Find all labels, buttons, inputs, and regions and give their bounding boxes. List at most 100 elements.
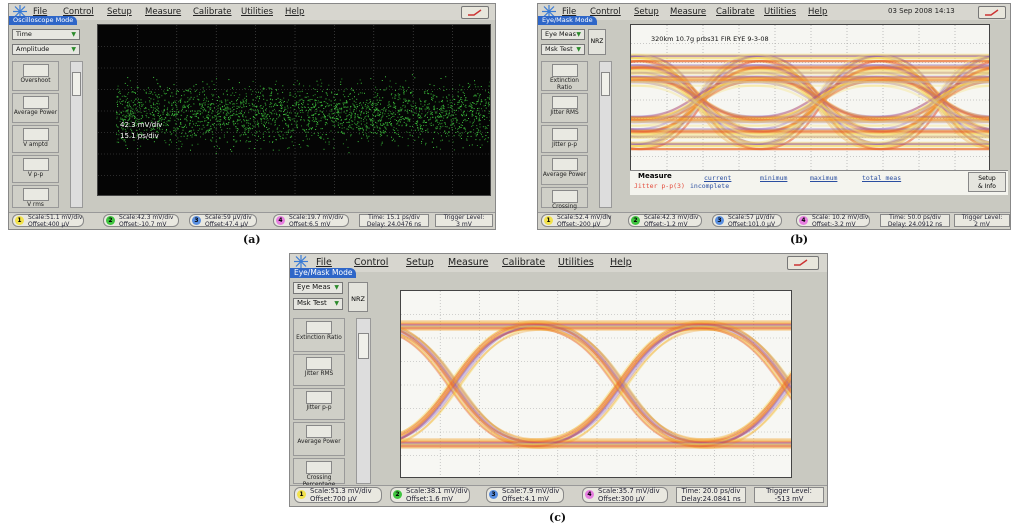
mask-test-dropdown[interactable]: Msk Test ▼: [541, 44, 585, 55]
time-dropdown[interactable]: Time ▼: [12, 29, 80, 40]
dropdown-arrow-icon: ▼: [71, 31, 76, 38]
col-maximum: maximum: [810, 174, 838, 182]
timebase-status[interactable]: Time: 50.0 ps/div Delay: 24.0912 ns: [880, 214, 950, 227]
crossing-percentage-button[interactable]: Crossing Percentage: [293, 458, 345, 488]
scrollbar-thumb[interactable]: [601, 72, 610, 96]
menu-bar: File Control Setup Measure Calibrate Uti…: [538, 4, 1010, 20]
crossing-button[interactable]: Crossing: [541, 187, 588, 210]
trigger-status[interactable]: Trigger Level: 3 mV: [435, 214, 493, 227]
timebase-status[interactable]: Time: 15.1 ps/div Delay: 24.0476 ns: [359, 214, 429, 227]
nrz-button[interactable]: NRZ: [348, 282, 368, 312]
measure-panel: Measure current minimum maximum total me…: [630, 170, 1008, 195]
agilent-logo-icon: [542, 5, 556, 18]
menu-calibrate[interactable]: Calibrate: [193, 7, 232, 17]
channel-3-status[interactable]: 3 Scale:57 µV/div Offset:101.0 µV: [712, 214, 782, 227]
waveform-display[interactable]: 42.3 mV/div 15.1 ps/div: [97, 24, 491, 196]
dropdown-arrow-icon: ▼: [334, 284, 339, 291]
panel-c-eye-mask: File Control Setup Measure Calibrate Uti…: [289, 253, 828, 507]
menu-utilities[interactable]: Utilities: [558, 257, 594, 268]
jitter-rms-button[interactable]: Jitter RMS: [293, 354, 345, 386]
channel-1-status[interactable]: 1 Scale:51.3 mV/div Offset:700 µV: [294, 487, 382, 503]
menu-measure[interactable]: Measure: [448, 257, 489, 268]
menu-file[interactable]: File: [562, 7, 577, 17]
average-power-button[interactable]: Average Power: [12, 93, 59, 123]
menu-control[interactable]: Control: [590, 7, 621, 17]
eye-diagram-display[interactable]: 320km 10.7g prbs31 FIR EYE 9-3-08: [630, 24, 990, 174]
measure-row-value: incomplete: [690, 182, 730, 190]
menu-control[interactable]: Control: [63, 7, 94, 17]
noise-waveform: [98, 25, 490, 195]
mask-test-dropdown[interactable]: Msk Test ▼: [293, 298, 343, 310]
menu-calibrate[interactable]: Calibrate: [502, 257, 546, 268]
extinction-ratio-button[interactable]: Extinction Ratio: [541, 61, 588, 91]
eye-meas-dropdown[interactable]: Eye Meas ▼: [293, 282, 343, 294]
v-pp-button[interactable]: V p-p: [12, 155, 59, 183]
crossing-icon: [551, 190, 578, 203]
channel-2-status[interactable]: 2 Scale:42.3 mV/div Offset:-1.2 mV: [628, 214, 702, 227]
dropdown-arrow-icon: ▼: [576, 46, 581, 53]
extinction-ratio-button[interactable]: Extinction Ratio: [293, 318, 345, 352]
menu-utilities[interactable]: Utilities: [241, 7, 273, 17]
channel-1-status[interactable]: 1 Scale:51.1 mV/div Offset:400 µV: [12, 214, 84, 227]
v-amptd-button[interactable]: V amptd: [12, 125, 59, 153]
menu-calibrate[interactable]: Calibrate: [716, 7, 755, 17]
channel-4-status[interactable]: 4 Scale: 10.2 mV/div Offset:-3.2 mV: [796, 214, 870, 227]
menu-setup[interactable]: Setup: [406, 257, 434, 268]
menu-help[interactable]: Help: [808, 7, 828, 17]
channel-2-status[interactable]: 2 Scale:42.3 mV/div Offset:-10.7 mV: [103, 214, 179, 227]
v-pp-icon: [22, 158, 49, 171]
menu-help[interactable]: Help: [285, 7, 305, 17]
channel-2-status[interactable]: 2 Scale:38.1 mV/div Offset:1.6 mV: [390, 487, 470, 503]
average-power-button[interactable]: Average Power: [541, 155, 588, 185]
minimize-button[interactable]: [461, 6, 489, 19]
trigger-status[interactable]: Trigger Level: -513 mV: [754, 487, 824, 503]
channel-4-status[interactable]: 4 Scale:19.7 mV/div Offset:6.5 mV: [273, 214, 349, 227]
average-power-icon: [551, 158, 578, 171]
channel-1-status[interactable]: 1 Scale:52.4 mV/div Offset:-200 µV: [541, 214, 611, 227]
noise-cloud: [116, 74, 490, 154]
overshoot-icon: [22, 64, 49, 77]
nrz-button[interactable]: NRZ: [588, 29, 606, 55]
eye-diagram: [401, 291, 791, 477]
minimize-button[interactable]: [978, 6, 1006, 19]
average-power-button[interactable]: Average Power: [293, 422, 345, 456]
menu-setup[interactable]: Setup: [107, 7, 132, 17]
timebase-status[interactable]: Time: 20.0 ps/div Delay:24.0841 ns: [676, 487, 746, 503]
menu-control[interactable]: Control: [354, 257, 389, 268]
menu-help[interactable]: Help: [610, 257, 632, 268]
channel-4-status[interactable]: 4 Scale:35.7 mV/div Offset:300 µV: [582, 487, 668, 503]
menu-bar: File Control Setup Measure Calibrate Uti…: [290, 254, 827, 272]
eye-diagram-display[interactable]: [400, 290, 792, 478]
jitter-pp-button[interactable]: Jitter p-p: [541, 125, 588, 153]
jitter-pp-icon: [306, 391, 332, 404]
menu-measure[interactable]: Measure: [145, 7, 182, 17]
menu-file[interactable]: File: [33, 7, 48, 17]
setup-info-button[interactable]: Setup & Info: [968, 172, 1006, 192]
trigger-status[interactable]: Trigger Level: 2 mV: [954, 214, 1010, 227]
scrollbar-thumb[interactable]: [358, 333, 369, 359]
tool-scrollbar[interactable]: [356, 318, 371, 484]
eye-meas-dropdown[interactable]: Eye Meas ▼: [541, 29, 585, 40]
status-bar: 1 Scale:51.3 mV/div Offset:700 µV 2 Scale:3…: [290, 485, 827, 506]
eye-traces: [631, 64, 989, 139]
mode-label: Eye/Mask Mode: [290, 268, 357, 278]
menu-measure[interactable]: Measure: [670, 7, 707, 17]
scale-readout: 42.3 mV/div: [120, 121, 163, 129]
menu-setup[interactable]: Setup: [634, 7, 659, 17]
v-rms-button[interactable]: V rms: [12, 185, 59, 208]
menu-utilities[interactable]: Utilities: [764, 7, 796, 17]
channel-3-status[interactable]: 3 Scale:7.9 mV/div Offset:4.1 mV: [486, 487, 564, 503]
col-minimum: minimum: [760, 174, 788, 182]
tool-scrollbar[interactable]: [70, 61, 83, 208]
menu-file[interactable]: File: [316, 257, 332, 268]
tool-scrollbar[interactable]: [599, 61, 612, 208]
jitter-rms-button[interactable]: Jitter RMS: [541, 93, 588, 123]
jitter-pp-button[interactable]: Jitter p-p: [293, 388, 345, 420]
channel-3-status[interactable]: 3 Scale:59 µV/div Offset:47.4 µV: [189, 214, 257, 227]
average-power-icon: [306, 425, 332, 438]
scrollbar-thumb[interactable]: [72, 72, 81, 96]
minimize-button[interactable]: [787, 256, 819, 270]
overshoot-button[interactable]: Overshoot: [12, 61, 59, 91]
checkmark-icon: [794, 259, 808, 266]
amplitude-dropdown[interactable]: Amplitude ▼: [12, 44, 80, 55]
